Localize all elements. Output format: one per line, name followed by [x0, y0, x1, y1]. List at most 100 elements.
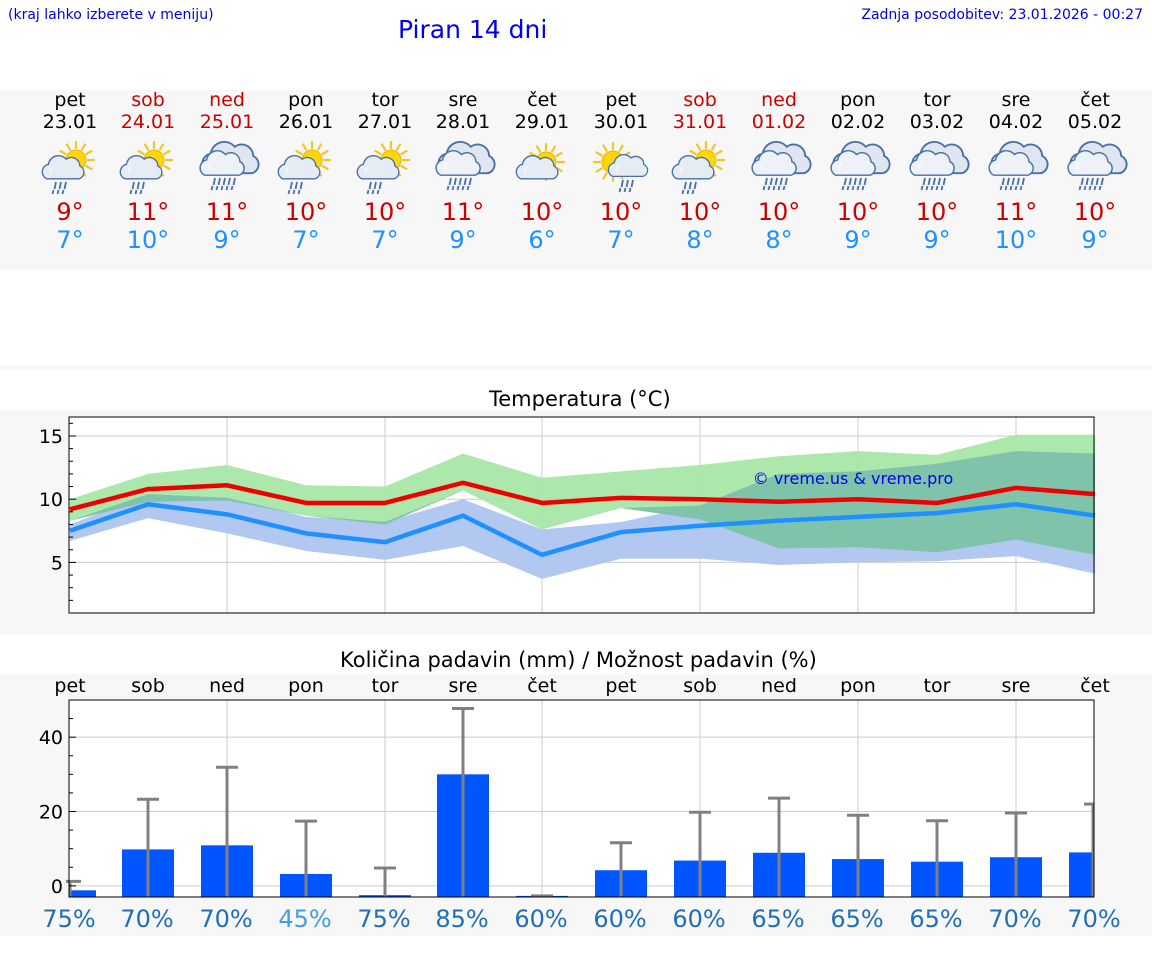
day-name: čet — [1080, 89, 1110, 111]
day-date: 02.02 — [830, 111, 886, 133]
last-updated: Zadnja posodobitev: 23.01.2026 - 00:27 — [861, 7, 1143, 23]
day-card: pet 23.01 9° 7° — [30, 90, 110, 254]
precip-bar — [69, 890, 96, 897]
day-name: tor — [923, 89, 951, 111]
category-label: tor — [924, 675, 951, 697]
temp-min: 7° — [56, 226, 84, 254]
y-tick-label: 40 — [39, 727, 63, 749]
cloud-rain-icon — [751, 140, 812, 196]
day-name: pon — [288, 89, 324, 111]
precip-chance-label: 60% — [514, 905, 567, 933]
precip-chance-label: 70% — [199, 905, 252, 933]
partly-sunny-rain-icon — [119, 140, 176, 196]
cloud-rain-icon — [1067, 140, 1128, 196]
cloud-rain-icon — [830, 140, 891, 196]
temp-max: 10° — [284, 198, 328, 226]
y-tick-label: 5 — [51, 552, 63, 574]
precip-chance-label: 65% — [909, 905, 962, 933]
page-title: Piran 14 dni — [398, 15, 548, 44]
day-date: 29.01 — [514, 111, 570, 133]
day-date: 26.01 — [278, 111, 334, 133]
day-name: čet — [527, 89, 557, 111]
daily-forecast-panel — [0, 90, 1152, 270]
temp-min: 9° — [449, 226, 477, 254]
day-date: 05.02 — [1067, 111, 1123, 133]
temp-min: 9° — [923, 226, 951, 254]
day-name: ned — [209, 89, 245, 111]
category-label: čet — [527, 675, 557, 697]
temp-min: 9° — [1081, 226, 1109, 254]
precip-chance-label: 85% — [435, 905, 488, 933]
day-card: tor 03.02 10° 9° — [897, 90, 977, 254]
day-card: ned 01.02 10° 8° — [739, 90, 819, 254]
temp-min: 7° — [371, 226, 399, 254]
day-name: tor — [371, 89, 399, 111]
cloud-rain-icon — [435, 140, 496, 196]
precip-chance-label: 45% — [278, 905, 331, 933]
day-card: sre 04.02 11° 10° — [976, 90, 1056, 254]
plot-frame — [68, 699, 1095, 898]
day-name: sre — [1001, 89, 1031, 111]
day-card: pon 26.01 10° 7° — [266, 90, 346, 254]
temp-max: 10° — [757, 198, 801, 226]
day-date: 01.02 — [751, 111, 807, 133]
day-date: 03.02 — [909, 111, 965, 133]
day-date: 04.02 — [988, 111, 1044, 133]
category-label: ned — [209, 675, 245, 697]
watermark: © vreme.us & vreme.pro — [753, 469, 954, 488]
temp-min: 8° — [686, 226, 714, 254]
temp-max: 11° — [126, 198, 170, 226]
temp-min: 9° — [844, 226, 872, 254]
temp-min: 7° — [607, 226, 635, 254]
day-name: pon — [840, 89, 876, 111]
precip-chance-label: 60% — [593, 905, 646, 933]
temp-max: 11° — [441, 198, 485, 226]
category-label: sob — [683, 675, 717, 697]
category-label: sre — [449, 675, 478, 697]
temp-max: 10° — [678, 198, 722, 226]
temp-min: 10° — [994, 226, 1038, 254]
day-card: čet 05.02 10° 9° — [1055, 90, 1135, 254]
temp-max: 10° — [915, 198, 959, 226]
category-label: tor — [372, 675, 399, 697]
cloud-rain-icon — [909, 140, 970, 196]
day-card: sob 24.01 11° 10° — [108, 90, 188, 254]
temperature-chart-title: Temperatura (°C) — [489, 387, 671, 411]
y-tick-label: 10 — [39, 489, 63, 511]
plot-frame — [68, 416, 1095, 614]
precip-chance-label: 75% — [42, 905, 95, 933]
cloud-rain-icon — [988, 140, 1049, 196]
partly-sunny-rain-icon — [671, 140, 728, 196]
y-tick-label: 15 — [39, 426, 63, 448]
day-name: sob — [683, 89, 717, 111]
day-name: ned — [761, 89, 797, 111]
partly-sunny-rain-icon — [356, 140, 413, 196]
section-divider — [0, 365, 1152, 370]
category-label: pet — [605, 675, 636, 697]
category-label: sre — [1002, 675, 1031, 697]
day-card: pon 02.02 10° 9° — [818, 90, 898, 254]
temp-max: 9° — [56, 198, 84, 226]
day-date: 23.01 — [42, 111, 98, 133]
range-overlap-band — [70, 451, 1095, 555]
day-date: 27.01 — [357, 111, 413, 133]
day-date: 25.01 — [199, 111, 255, 133]
category-label: pet — [54, 675, 85, 697]
day-name: pet — [54, 89, 86, 111]
precipitation-chart-title: Količina padavin (mm) / Možnost padavin … — [340, 648, 817, 672]
cloud-rain-icon — [199, 140, 260, 196]
day-date: 24.01 — [120, 111, 176, 133]
day-card: čet 29.01 10° 6° — [502, 89, 582, 255]
precip-chance-label: 65% — [751, 905, 804, 933]
partly-sunny-rain-icon — [277, 140, 334, 196]
day-card: tor 27.01 10° 7° — [345, 90, 425, 254]
day-name: sre — [448, 89, 478, 111]
temp-min: 9° — [213, 226, 241, 254]
temperature-chart: 5 10 15 © vreme.us & vreme.pro — [39, 416, 1096, 614]
temp-min: 6° — [528, 226, 556, 254]
category-label: ned — [761, 675, 797, 697]
temp-max: 10° — [599, 198, 643, 226]
min-temp-line — [69, 502, 1096, 558]
day-card: ned 25.01 11° 9° — [187, 90, 267, 254]
precip-chance-label: 75% — [357, 905, 410, 933]
